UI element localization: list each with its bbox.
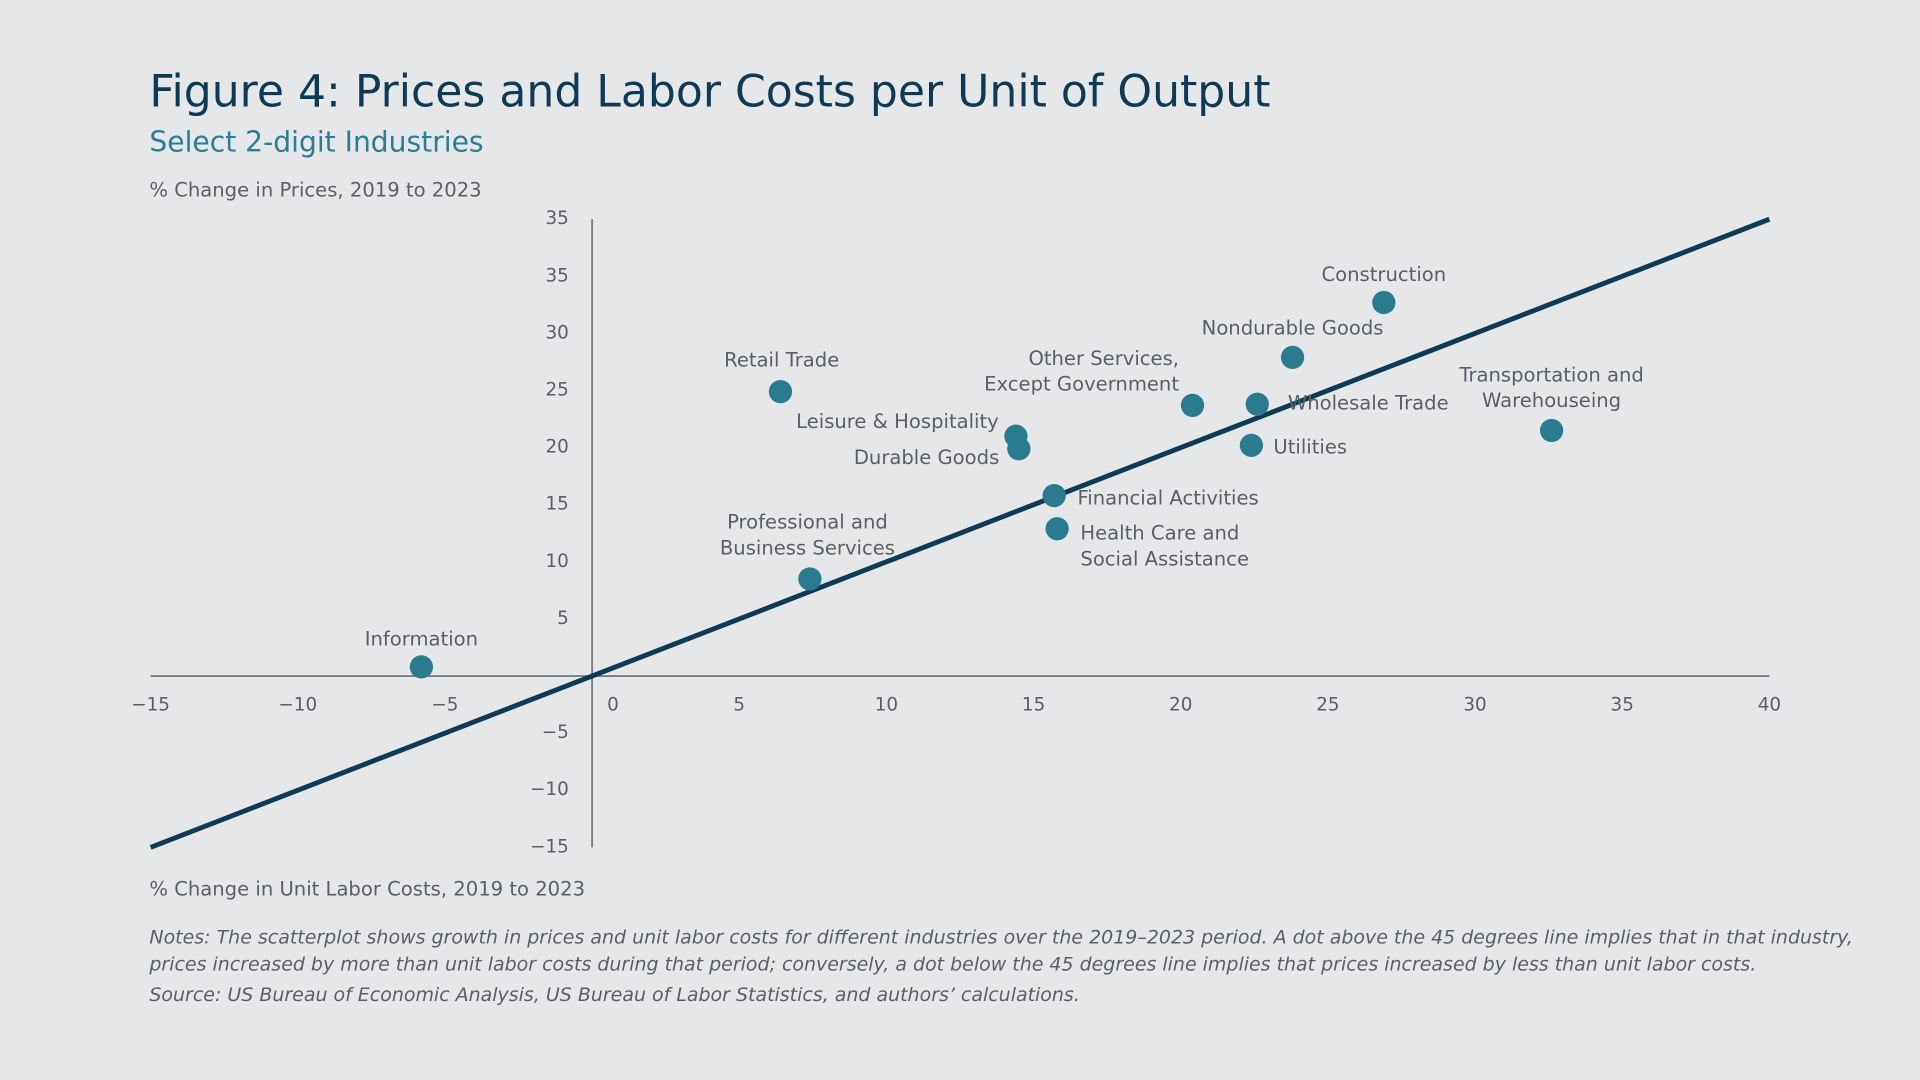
point-label: Construction bbox=[1321, 263, 1446, 286]
point-label: Utilities bbox=[1273, 435, 1347, 458]
point-label: Transportation and Warehouseing bbox=[1458, 363, 1643, 412]
x-tick-label: 15 bbox=[1022, 694, 1045, 715]
point-label-line: Other Services, bbox=[1028, 346, 1179, 369]
point bbox=[768, 380, 793, 404]
point-label: Health Care and Social Assistance bbox=[1080, 521, 1249, 570]
point-label-line: Social Assistance bbox=[1080, 547, 1249, 570]
point-label: Professional and Business Services bbox=[720, 510, 895, 559]
reference-line bbox=[149, 216, 1771, 850]
point-label-line: Health Care and bbox=[1080, 521, 1239, 544]
chart-subtitle: Select 2-digit Industries bbox=[149, 125, 483, 158]
y-tick-label: −10 bbox=[530, 779, 569, 800]
x-tick-label: 5 bbox=[733, 694, 745, 715]
y-tick-label: −15 bbox=[530, 836, 569, 857]
note-line: Notes: The scatterplot shows growth in p… bbox=[149, 926, 1853, 948]
x-tick-label: 10 bbox=[875, 694, 898, 715]
point bbox=[1007, 437, 1031, 461]
point bbox=[798, 567, 822, 591]
y-tick-label: 35 bbox=[545, 208, 568, 229]
x-tick-label: 0 bbox=[607, 694, 619, 715]
point-label: Durable Goods bbox=[854, 446, 999, 469]
point-label: Leisure & Hospitality bbox=[796, 410, 999, 433]
point bbox=[1372, 290, 1396, 315]
point bbox=[1180, 393, 1205, 417]
point-label-line: Transportation and bbox=[1458, 363, 1643, 386]
y-tick-label: 20 bbox=[545, 437, 568, 458]
point bbox=[1245, 392, 1269, 416]
point bbox=[1280, 345, 1305, 370]
y-tick-label: 15 bbox=[545, 494, 568, 515]
x-tick-label: 40 bbox=[1758, 694, 1781, 715]
x-tick-label: −5 bbox=[431, 694, 458, 715]
y-tick-label: −5 bbox=[542, 722, 569, 743]
source: Source: US Bureau of Economic Analysis, … bbox=[149, 984, 1079, 1006]
point-label: Financial Activities bbox=[1077, 487, 1258, 510]
point-label: Retail Trade bbox=[724, 349, 839, 372]
point bbox=[1042, 483, 1066, 508]
point-label-line: Professional and bbox=[727, 510, 888, 533]
point bbox=[1239, 433, 1264, 457]
point-label: Nondurable Goods bbox=[1202, 317, 1384, 340]
point-label: Information bbox=[365, 627, 478, 650]
point bbox=[1539, 418, 1564, 443]
point-label: Other Services, Except Government bbox=[984, 346, 1179, 395]
x-tick-label: −10 bbox=[278, 694, 317, 715]
point-label-line: Business Services bbox=[720, 536, 895, 559]
y-tick-label: 35 bbox=[545, 265, 568, 286]
x-tick-label: 20 bbox=[1169, 694, 1192, 715]
y-axis-label: % Change in Prices, 2019 to 2023 bbox=[149, 179, 481, 202]
point-label-line: Warehouseing bbox=[1482, 389, 1621, 412]
x-tick-label: −15 bbox=[131, 694, 170, 715]
x-tick-label: 25 bbox=[1316, 694, 1339, 715]
y-tick-label: 25 bbox=[545, 380, 568, 401]
x-axis-label: % Change in Unit Labor Costs, 2019 to 20… bbox=[149, 878, 585, 901]
point bbox=[1045, 517, 1069, 541]
point-label: Wholesale Trade bbox=[1288, 392, 1449, 415]
y-tick-label: 10 bbox=[545, 551, 568, 572]
y-tick-label: 5 bbox=[557, 608, 569, 629]
point bbox=[409, 655, 434, 679]
x-tick-label: 35 bbox=[1611, 694, 1634, 715]
y-tick-label: 30 bbox=[545, 322, 568, 343]
note-line: prices increased by more than unit labor… bbox=[148, 953, 1756, 975]
chart-title: Figure 4: Prices and Labor Costs per Uni… bbox=[149, 66, 1270, 117]
x-tick-label: 30 bbox=[1463, 694, 1486, 715]
point-label-line: Except Government bbox=[984, 372, 1179, 395]
